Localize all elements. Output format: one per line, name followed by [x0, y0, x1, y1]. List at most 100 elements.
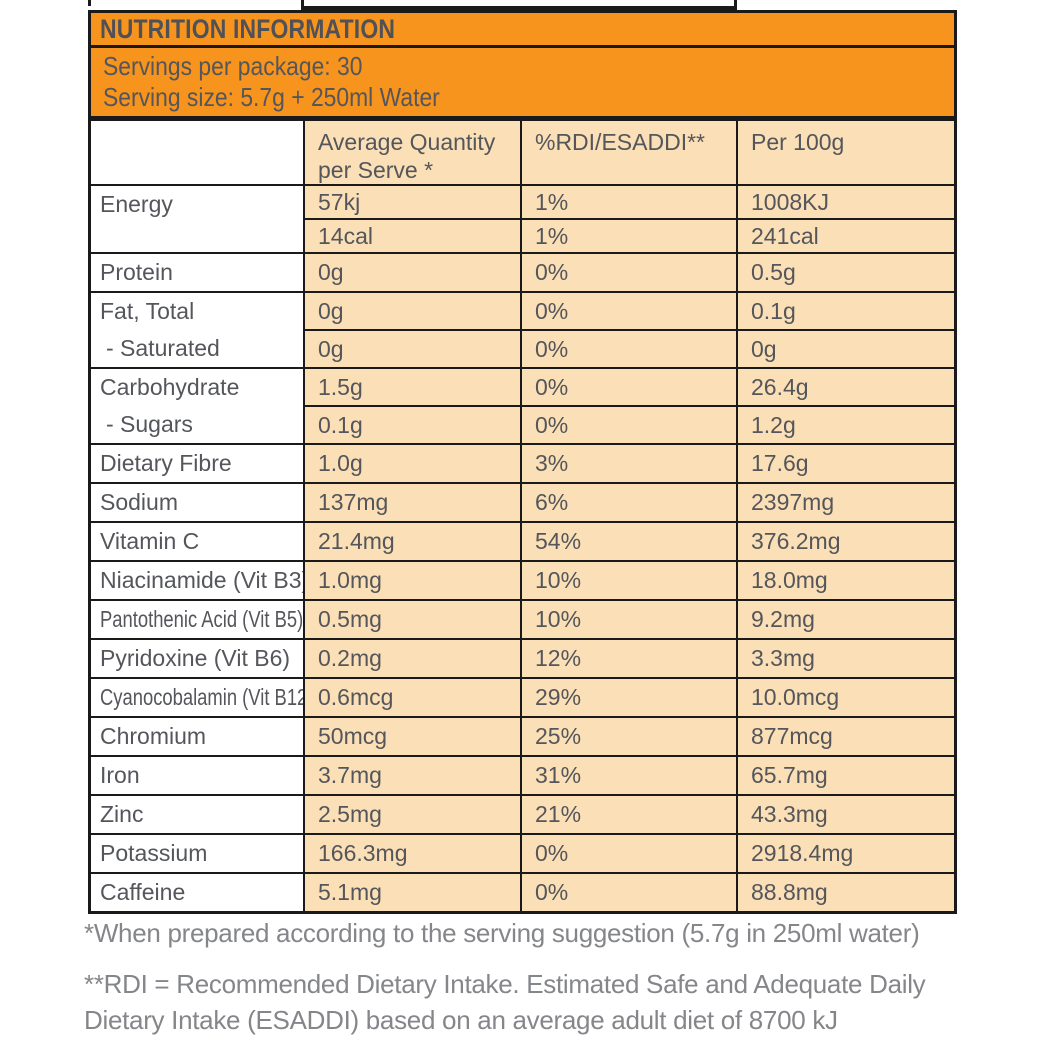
value-cell: 0.1g [304, 405, 522, 445]
value-cell: 54% [520, 521, 738, 562]
header-rdi-esaddi: %RDI/ESADDI** [520, 119, 738, 186]
nutrient-row: Niacinamide (Vit B3) 1.0mg 10% 18.0mg [91, 560, 954, 601]
value-cell: 29% [520, 677, 738, 718]
footnote-rdi-definition: **RDI = Recommended Dietary Intake. Esti… [84, 969, 926, 1035]
nutrient-label-cell: Protein [91, 252, 305, 293]
value-cell: 1008KJ [736, 184, 954, 220]
value-cell: 241cal [736, 218, 954, 254]
value-cell: 137mg [303, 482, 522, 523]
nutrient-name: - Saturated [106, 335, 220, 361]
nutrient-label-cell: Zinc [91, 794, 305, 835]
value-cell: 21% [520, 794, 738, 835]
nutrient-label-cell: Pantothenic Acid (Vit B5) [91, 599, 305, 640]
value-cell: 2918.4mg [736, 833, 954, 874]
value-cell: 0% [520, 367, 738, 407]
nutrient-name: Iron [100, 762, 140, 788]
value-cell: 2397mg [736, 482, 954, 523]
nutrient-row: Dietary Fibre 1.0g 3% 17.6g [91, 443, 954, 484]
value-cell: 14cal [304, 218, 522, 254]
nutrient-label-cell: Niacinamide (Vit B3) [91, 560, 305, 601]
value-cell: 0% [520, 833, 738, 874]
nutrient-label-cell: Potassium [91, 833, 305, 874]
nutrient-row: Protein 0g 0% 0.5g [91, 252, 954, 293]
header-blank-cell [91, 119, 305, 186]
value-cell: 65.7mg [736, 755, 954, 796]
footnotes: *When prepared according to the serving … [84, 916, 979, 1038]
value-cell: 3.7mg [303, 755, 522, 796]
nutrient-row: Vitamin C 21.4mg 54% 376.2mg [91, 521, 954, 562]
nutrient-row: Iron 3.7mg 31% 65.7mg [91, 755, 954, 796]
value-cell: 10.0mcg [736, 677, 954, 718]
value-cell: 0% [520, 872, 738, 911]
value-cell: 0g [304, 329, 522, 369]
value-cell: 0.5mg [303, 599, 522, 640]
value-cell: 1% [520, 184, 738, 220]
nutrient-row: Chromium 50mcg 25% 877mcg [91, 716, 954, 757]
value-cell: 50mcg [303, 716, 522, 757]
nutrient-name: Energy [100, 191, 173, 217]
value-cell: 0g [303, 252, 522, 293]
value-cell: 31% [520, 755, 738, 796]
nutrient-name: - Sugars [106, 411, 193, 437]
nutrient-name: Potassium [100, 840, 208, 866]
nutrient-row: Pantothenic Acid (Vit B5) 0.5mg 10% 9.2mg [91, 599, 954, 640]
value-cell: 25% [520, 716, 738, 757]
value-cell: 0.1g [736, 291, 954, 331]
nutrition-panel: NUTRITION INFORMATION Servings per packa… [88, 10, 957, 914]
nutrient-name: Pyridoxine (Vit B6) [100, 645, 291, 671]
value-cell: 26.4g [736, 367, 954, 407]
servings-per-package: Servings per package: 30 [103, 51, 363, 81]
nutrient-name: Chromium [100, 723, 207, 749]
panel-title: NUTRITION INFORMATION [100, 13, 396, 44]
nutrient-row: Fat, Total - Saturated 0g 0% 0.1g [91, 291, 954, 369]
nutrient-name: Dietary Fibre [100, 450, 232, 476]
value-cell: 0g [303, 291, 522, 331]
value-cell: 57kj [303, 184, 522, 220]
nutrient-row: Sodium 137mg 6% 2397mg [91, 482, 954, 523]
value-cell: 10% [520, 560, 738, 601]
header-per-100g: Per 100g [736, 119, 954, 186]
nutrient-name: Pantothenic Acid (Vit B5) [100, 606, 303, 632]
serving-info-text: Servings per package: 30 Serving size: 5… [103, 51, 440, 113]
value-cell: 166.3mg [303, 833, 522, 874]
value-cell: 376.2mg [736, 521, 954, 562]
header-average-quantity: Average Quantity per Serve * [303, 119, 522, 186]
nutrient-label-cell: Energy [91, 184, 305, 254]
value-cell: 0.6mcg [303, 677, 522, 718]
value-cell: 2.5mg [303, 794, 522, 835]
value-cell: 10% [520, 599, 738, 640]
value-cell: 21.4mg [303, 521, 522, 562]
nutrient-name: Carbohydrate [100, 374, 240, 400]
value-cell: 17.6g [736, 443, 954, 484]
nutrient-name: Zinc [100, 801, 144, 827]
value-cell: 0% [520, 291, 738, 331]
value-cell: 5.1mg [303, 872, 522, 911]
value-cell: 1.5g [303, 367, 522, 407]
nutrient-name: Cyanocobalamin (Vit B12) [100, 684, 303, 710]
nutrient-label-cell: Fat, Total - Saturated [91, 291, 305, 369]
nutrient-label-cell: Chromium [91, 716, 305, 757]
nutrient-row: Energy 57kj 1% 1008KJ [91, 184, 954, 254]
crop-artifact-left-tick [88, 0, 91, 6]
value-cell: 9.2mg [736, 599, 954, 640]
value-cell: 0.2mg [303, 638, 522, 679]
value-cell: 0.5g [736, 252, 954, 293]
value-cell: 0g [736, 329, 954, 369]
value-cell: 3% [520, 443, 738, 484]
nutrient-name: Sodium [100, 489, 178, 515]
nutrient-label-cell: Pyridoxine (Vit B6) [91, 638, 305, 679]
nutrient-label-cell: Cyanocobalamin (Vit B12) [91, 677, 305, 718]
value-cell: 3.3mg [736, 638, 954, 679]
value-cell: 88.8mg [736, 872, 954, 911]
nutrient-name: Caffeine [100, 879, 186, 905]
value-cell: 1.0mg [303, 560, 522, 601]
nutrient-label-cell: Carbohydrate - Sugars [91, 367, 305, 445]
header-row: Average Quantity per Serve * %RDI/ESADDI… [91, 119, 954, 186]
value-cell: 1% [520, 218, 738, 254]
value-cell: 6% [520, 482, 738, 523]
nutrient-row: Potassium 166.3mg 0% 2918.4mg [91, 833, 954, 874]
nutrient-name: Niacinamide (Vit B3) [100, 567, 303, 593]
crop-artifact-top-line [301, 6, 737, 10]
value-cell: 18.0mg [736, 560, 954, 601]
serving-info-bar: Servings per package: 30 Serving size: 5… [91, 48, 954, 119]
